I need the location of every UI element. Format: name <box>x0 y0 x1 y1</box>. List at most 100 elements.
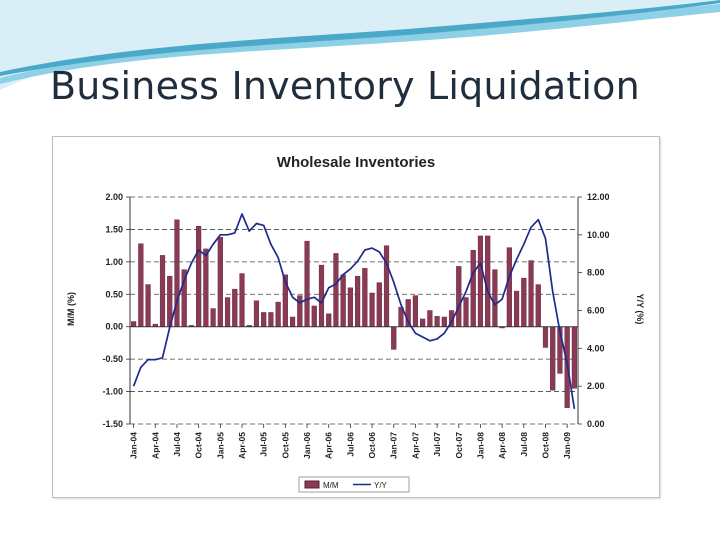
bar-mm <box>217 237 223 327</box>
bar-mm <box>347 287 353 327</box>
y-tick-label-left: -1.00 <box>102 387 123 397</box>
x-tick-label: Jul-06 <box>345 432 355 457</box>
x-tick-label: Jan-06 <box>302 432 312 459</box>
bar-mm <box>340 274 346 327</box>
bar-mm <box>506 247 512 327</box>
y-tick-label-right: 8.00 <box>587 268 605 278</box>
bar-mm <box>253 300 260 327</box>
bar-mm <box>210 308 216 327</box>
chart-legend: M/M Y/Y <box>298 476 410 493</box>
bar-mm <box>477 235 484 327</box>
bar-mm <box>311 305 317 327</box>
bar-mm <box>571 326 577 389</box>
x-tick-label: Jul-07 <box>432 432 442 457</box>
x-tick-label: Jul-04 <box>172 432 182 457</box>
bar-mm <box>513 290 520 327</box>
bar-mm <box>145 284 151 327</box>
legend-swatch-mm <box>304 480 320 489</box>
y-tick-label-right: 12.00 <box>587 192 610 202</box>
axes: 2.00 1.50 1.00 0.50 0.00 -0.50 -1.00 -1.50 12.00… <box>102 192 609 459</box>
y-tick-label-right: 6.00 <box>587 306 605 316</box>
y-tick-label-left: 2.00 <box>105 192 123 202</box>
bar-mm <box>427 310 433 327</box>
bar-mm <box>376 282 382 327</box>
y-tick-label-left: 1.00 <box>105 257 123 267</box>
bar-mm <box>174 219 180 327</box>
bar-mm <box>268 312 274 327</box>
bar-mm <box>470 249 476 327</box>
x-tick-label: Oct-05 <box>280 432 290 459</box>
bar-mm <box>355 275 361 327</box>
x-tick-label: Jul-08 <box>519 432 529 457</box>
bar-mm <box>131 321 137 327</box>
x-tick-label: Apr-05 <box>237 432 247 459</box>
bar-mm <box>485 235 491 327</box>
bar-mm <box>297 295 303 327</box>
x-tick-label: Oct-06 <box>367 432 377 459</box>
y-tick-label-right: 0.00 <box>587 419 605 429</box>
bar-mm <box>492 269 498 327</box>
bar-mm <box>326 313 332 327</box>
bar-mm <box>138 243 144 327</box>
bar-mm <box>159 255 166 327</box>
bar-mm <box>362 268 368 327</box>
y-tick-label-right: 2.00 <box>587 381 605 391</box>
swoosh-band-mid <box>0 4 720 84</box>
bar-mm <box>383 245 390 327</box>
slide-title: Business Inventory Liquidation <box>50 64 640 108</box>
header-swoosh-decoration <box>0 0 720 90</box>
bar-mm <box>412 295 419 327</box>
swoosh-band-dark <box>0 0 720 76</box>
x-tick-label: Apr-08 <box>497 432 507 459</box>
bar-mm <box>528 260 534 327</box>
bar-mm <box>535 284 541 327</box>
bar-mm <box>224 297 231 327</box>
y-tick-label-right: 10.00 <box>587 230 610 240</box>
bar-mm <box>434 316 440 327</box>
legend-label-yy: Y/Y <box>374 481 388 490</box>
line-yy <box>132 213 576 410</box>
y-axis-right-label: Y/Y (%) <box>635 294 645 325</box>
bar-mm <box>542 326 549 348</box>
y-axis-left-label: M/M (%) <box>66 292 76 326</box>
bar-mm <box>369 292 375 327</box>
bar-mm <box>456 266 462 327</box>
bar-mm <box>333 253 339 327</box>
x-tick-label: Oct-08 <box>540 432 550 459</box>
chart-frame: Wholesale Inventories M/M (%) Y/Y (%) 2.… <box>52 136 660 498</box>
x-tick-label: Jan-09 <box>562 432 572 459</box>
x-tick-label: Apr-04 <box>150 432 160 459</box>
x-tick-label: Jan-05 <box>215 432 225 459</box>
bars-mm <box>131 219 577 408</box>
bar-mm <box>196 225 202 327</box>
x-tick-label: Jan-04 <box>129 432 139 459</box>
bar-mm <box>521 277 527 327</box>
bar-mm <box>318 264 325 327</box>
y-tick-label-left: 0.00 <box>105 322 123 332</box>
y-tick-label-left: 0.50 <box>105 289 123 299</box>
bar-mm <box>289 316 296 327</box>
y-tick-label-left: 1.50 <box>105 224 123 234</box>
chart-title: Wholesale Inventories <box>277 154 435 171</box>
x-tick-label: Oct-04 <box>194 432 204 459</box>
x-tick-label: Apr-06 <box>324 432 334 459</box>
bar-mm <box>232 288 238 327</box>
x-tick-label: Jan-07 <box>389 432 399 459</box>
bar-mm <box>275 301 281 327</box>
bar-mm <box>391 326 397 350</box>
line-path-yy <box>132 213 576 410</box>
y-tick-label-left: -0.50 <box>102 354 123 364</box>
legend-label-mm: M/M <box>323 481 339 490</box>
x-tick-label: Jan-08 <box>475 432 485 459</box>
bar-mm <box>463 297 469 327</box>
y-tick-label-left: -1.50 <box>102 419 123 429</box>
bar-mm <box>239 273 245 327</box>
bar-mm <box>261 312 267 327</box>
y-tick-label-right: 4.00 <box>587 343 605 353</box>
bar-mm <box>550 326 556 391</box>
bar-mm <box>304 240 310 327</box>
wholesale-inventories-chart: Wholesale Inventories M/M (%) Y/Y (%) 2.… <box>66 154 645 493</box>
bar-mm <box>441 316 447 327</box>
bar-mm <box>203 248 209 327</box>
x-tick-label: Jul-05 <box>259 432 269 457</box>
